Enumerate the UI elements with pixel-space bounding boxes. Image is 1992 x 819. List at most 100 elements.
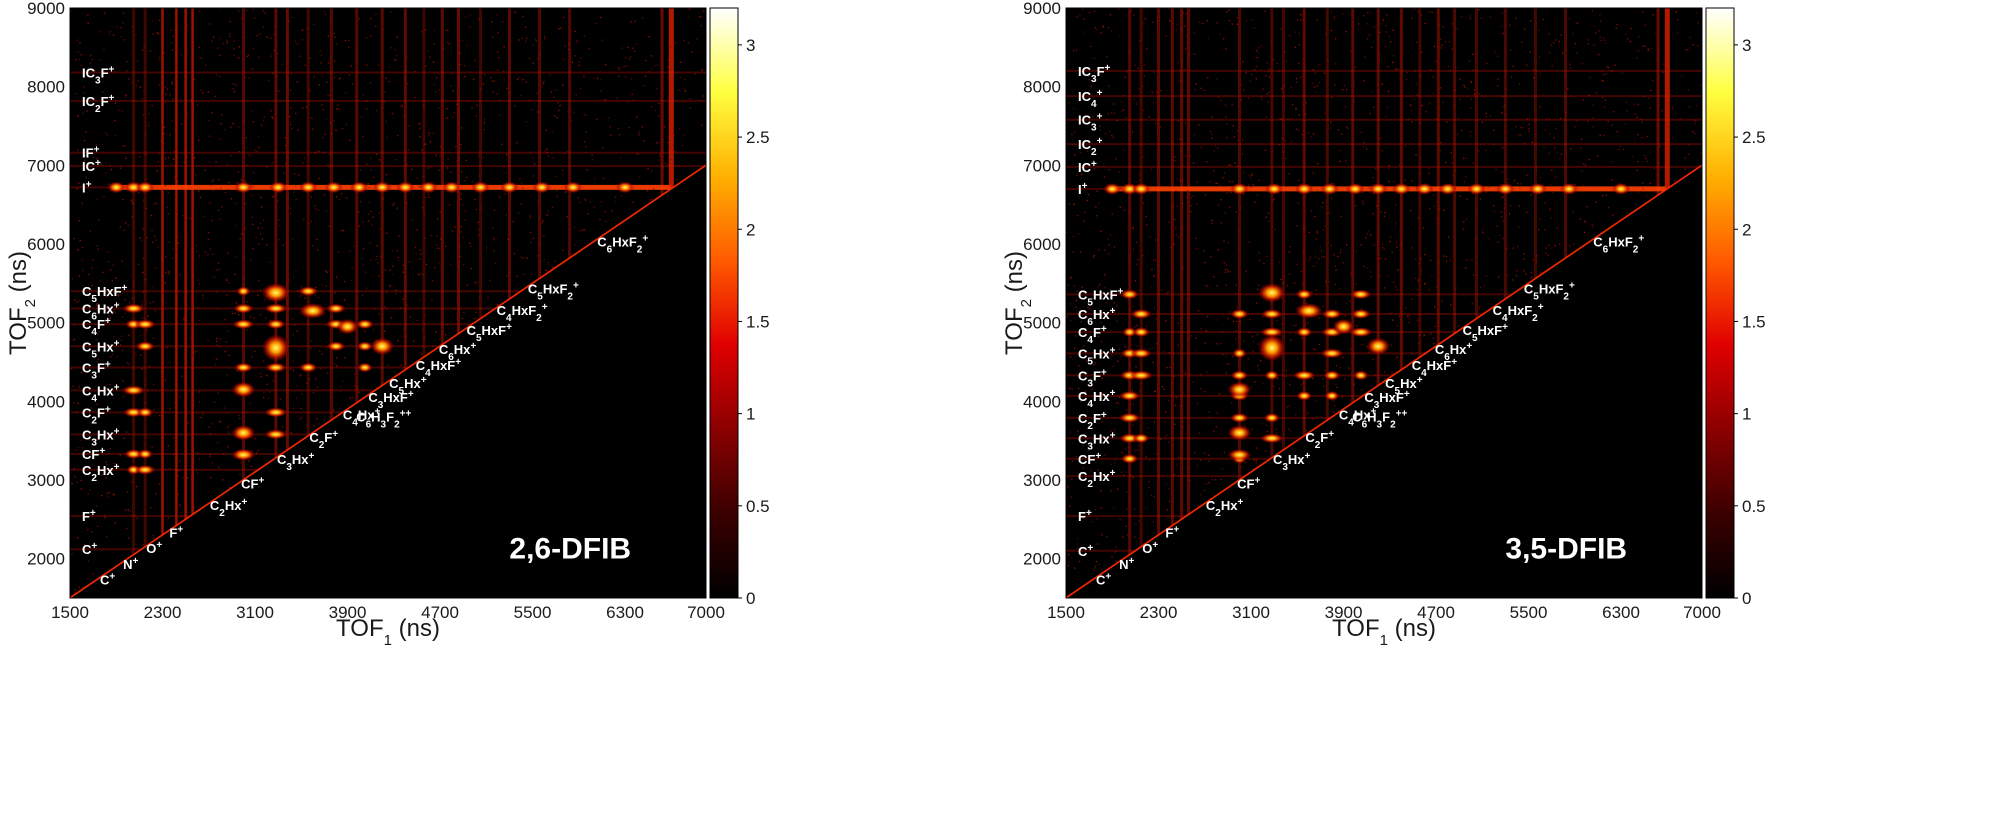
noise-dot [1247, 184, 1250, 186]
noise-dot [630, 78, 633, 80]
noise-dot [257, 294, 259, 297]
noise-dot [351, 396, 354, 399]
noise-dot [1096, 28, 1098, 31]
noise-dot [525, 121, 528, 123]
noise-dot [1224, 212, 1226, 214]
y-tick-label: 7000 [27, 156, 65, 175]
noise-dot [1622, 148, 1625, 151]
noise-dot [602, 146, 604, 149]
noise-dot [1275, 432, 1278, 434]
noise-dot [429, 140, 432, 142]
noise-dot [1603, 106, 1606, 108]
noise-dot [284, 136, 286, 139]
noise-dot [481, 207, 483, 209]
noise-dot [208, 160, 211, 163]
noise-dot [219, 75, 221, 78]
noise-dot [252, 171, 255, 174]
noise-dot [246, 55, 249, 58]
noise-dot [1569, 148, 1572, 150]
noise-dot [1132, 305, 1134, 308]
noise-dot [624, 56, 627, 59]
noise-dot [1446, 121, 1448, 123]
noise-dot [1133, 508, 1136, 511]
noise-dot [471, 181, 474, 183]
noise-dot [1093, 363, 1095, 366]
noise-dot [395, 158, 397, 161]
noise-dot [1357, 23, 1360, 25]
noise-dot [1354, 205, 1357, 207]
noise-dot [1370, 275, 1373, 278]
noise-dot [209, 201, 211, 204]
noise-dot [1174, 218, 1176, 221]
noise-dot [108, 491, 110, 494]
noise-dot [198, 46, 201, 49]
noise-dot [107, 134, 109, 137]
noise-dot [444, 117, 447, 120]
noise-dot [1302, 196, 1304, 199]
noise-dot [1114, 458, 1117, 461]
noise-dot [255, 236, 257, 239]
noise-dot [262, 396, 265, 399]
noise-dot [1286, 284, 1289, 287]
noise-dot [1297, 179, 1300, 182]
noise-dot [175, 509, 178, 511]
noise-dot [244, 227, 246, 230]
noise-dot [1287, 428, 1290, 431]
noise-dot [458, 299, 460, 301]
noise-dot [1195, 203, 1198, 206]
noise-dot [171, 82, 173, 85]
noise-dot [358, 225, 361, 227]
noise-dot [1408, 317, 1411, 320]
noise-dot [396, 250, 398, 252]
noise-dot [1288, 383, 1291, 386]
noise-dot [1666, 68, 1669, 71]
noise-dot [358, 18, 361, 20]
noise-dot [522, 273, 525, 276]
noise-dot [1360, 367, 1363, 370]
noise-dot [91, 183, 93, 186]
noise-dot [1110, 430, 1112, 432]
noise-dot [157, 246, 160, 248]
noise-dot [184, 245, 187, 248]
noise-dot [493, 250, 495, 252]
noise-dot [1291, 103, 1294, 106]
noise-dot [109, 317, 112, 319]
noise-dot [1418, 334, 1421, 337]
noise-dot [88, 489, 91, 491]
noise-dot [1525, 174, 1528, 177]
noise-dot [1691, 130, 1694, 133]
noise-dot [148, 365, 150, 368]
noise-dot [321, 75, 323, 77]
noise-dot [470, 245, 472, 248]
noise-dot [192, 442, 194, 445]
noise-dot [1465, 218, 1468, 220]
noise-dot [290, 73, 293, 75]
noise-dot [130, 550, 133, 553]
noise-dot [1335, 383, 1337, 386]
noise-dot [79, 240, 81, 242]
noise-dot [375, 109, 378, 112]
noise-dot [1129, 316, 1131, 318]
noise-dot [460, 193, 462, 195]
noise-dot [215, 189, 218, 191]
noise-dot [593, 177, 596, 180]
noise-dot [129, 474, 132, 476]
noise-dot [478, 18, 481, 20]
noise-dot [1363, 265, 1365, 268]
noise-dot [232, 87, 234, 90]
noise-dot [136, 60, 139, 62]
noise-dot [1529, 117, 1531, 119]
noise-dot [154, 235, 156, 237]
noise-dot [1214, 478, 1217, 481]
noise-dot [1550, 217, 1552, 219]
noise-dot [1137, 67, 1139, 69]
noise-dot [1313, 86, 1316, 88]
noise-dot [568, 227, 571, 230]
noise-dot [197, 139, 200, 142]
noise-dot [1190, 197, 1193, 199]
noise-dot [390, 316, 393, 319]
noise-dot [474, 281, 477, 284]
noise-dot [146, 315, 149, 317]
noise-dot [1219, 184, 1222, 187]
noise-dot [375, 386, 378, 388]
